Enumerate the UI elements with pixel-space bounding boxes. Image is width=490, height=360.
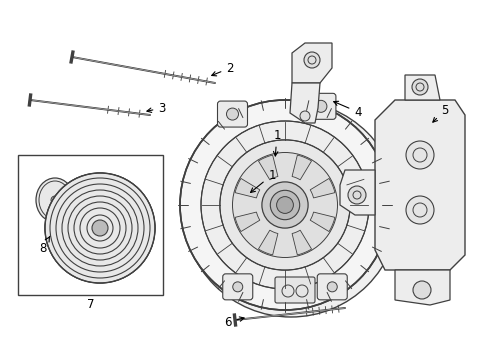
Ellipse shape	[201, 121, 369, 289]
Polygon shape	[340, 170, 375, 215]
Text: 1: 1	[273, 129, 281, 156]
Ellipse shape	[180, 100, 390, 310]
Circle shape	[327, 282, 337, 292]
Polygon shape	[258, 155, 278, 180]
Ellipse shape	[45, 173, 155, 283]
Polygon shape	[258, 230, 278, 255]
Polygon shape	[290, 83, 320, 123]
Text: 4: 4	[334, 101, 362, 118]
Circle shape	[412, 79, 428, 95]
Polygon shape	[292, 43, 332, 83]
Circle shape	[300, 111, 310, 121]
FancyBboxPatch shape	[223, 274, 253, 300]
Polygon shape	[235, 212, 260, 231]
Circle shape	[315, 100, 327, 112]
Circle shape	[348, 186, 366, 204]
Ellipse shape	[220, 140, 350, 270]
Circle shape	[226, 108, 239, 120]
Ellipse shape	[232, 153, 338, 257]
Text: 5: 5	[433, 104, 449, 122]
FancyBboxPatch shape	[218, 101, 247, 127]
Ellipse shape	[262, 182, 308, 228]
Text: 6: 6	[224, 315, 244, 328]
Polygon shape	[395, 270, 450, 305]
Circle shape	[233, 282, 243, 292]
Text: 8: 8	[39, 236, 50, 255]
Polygon shape	[310, 212, 335, 231]
Ellipse shape	[183, 101, 399, 317]
Polygon shape	[292, 155, 312, 180]
Polygon shape	[375, 100, 465, 270]
FancyBboxPatch shape	[317, 274, 347, 300]
Ellipse shape	[270, 190, 300, 220]
Text: 2: 2	[212, 62, 234, 76]
Circle shape	[92, 220, 108, 236]
Polygon shape	[292, 230, 312, 255]
Circle shape	[406, 196, 434, 224]
Polygon shape	[235, 179, 260, 198]
Polygon shape	[310, 179, 335, 198]
Ellipse shape	[36, 178, 74, 222]
Text: 7: 7	[87, 298, 95, 311]
Circle shape	[413, 281, 431, 299]
FancyBboxPatch shape	[275, 277, 315, 303]
Bar	[18, 155, 163, 295]
Text: 1: 1	[250, 168, 276, 193]
Polygon shape	[405, 75, 440, 100]
Ellipse shape	[276, 197, 294, 213]
Circle shape	[51, 196, 59, 204]
Circle shape	[406, 141, 434, 169]
Circle shape	[304, 52, 320, 68]
FancyBboxPatch shape	[306, 93, 336, 119]
Text: 3: 3	[147, 102, 166, 114]
